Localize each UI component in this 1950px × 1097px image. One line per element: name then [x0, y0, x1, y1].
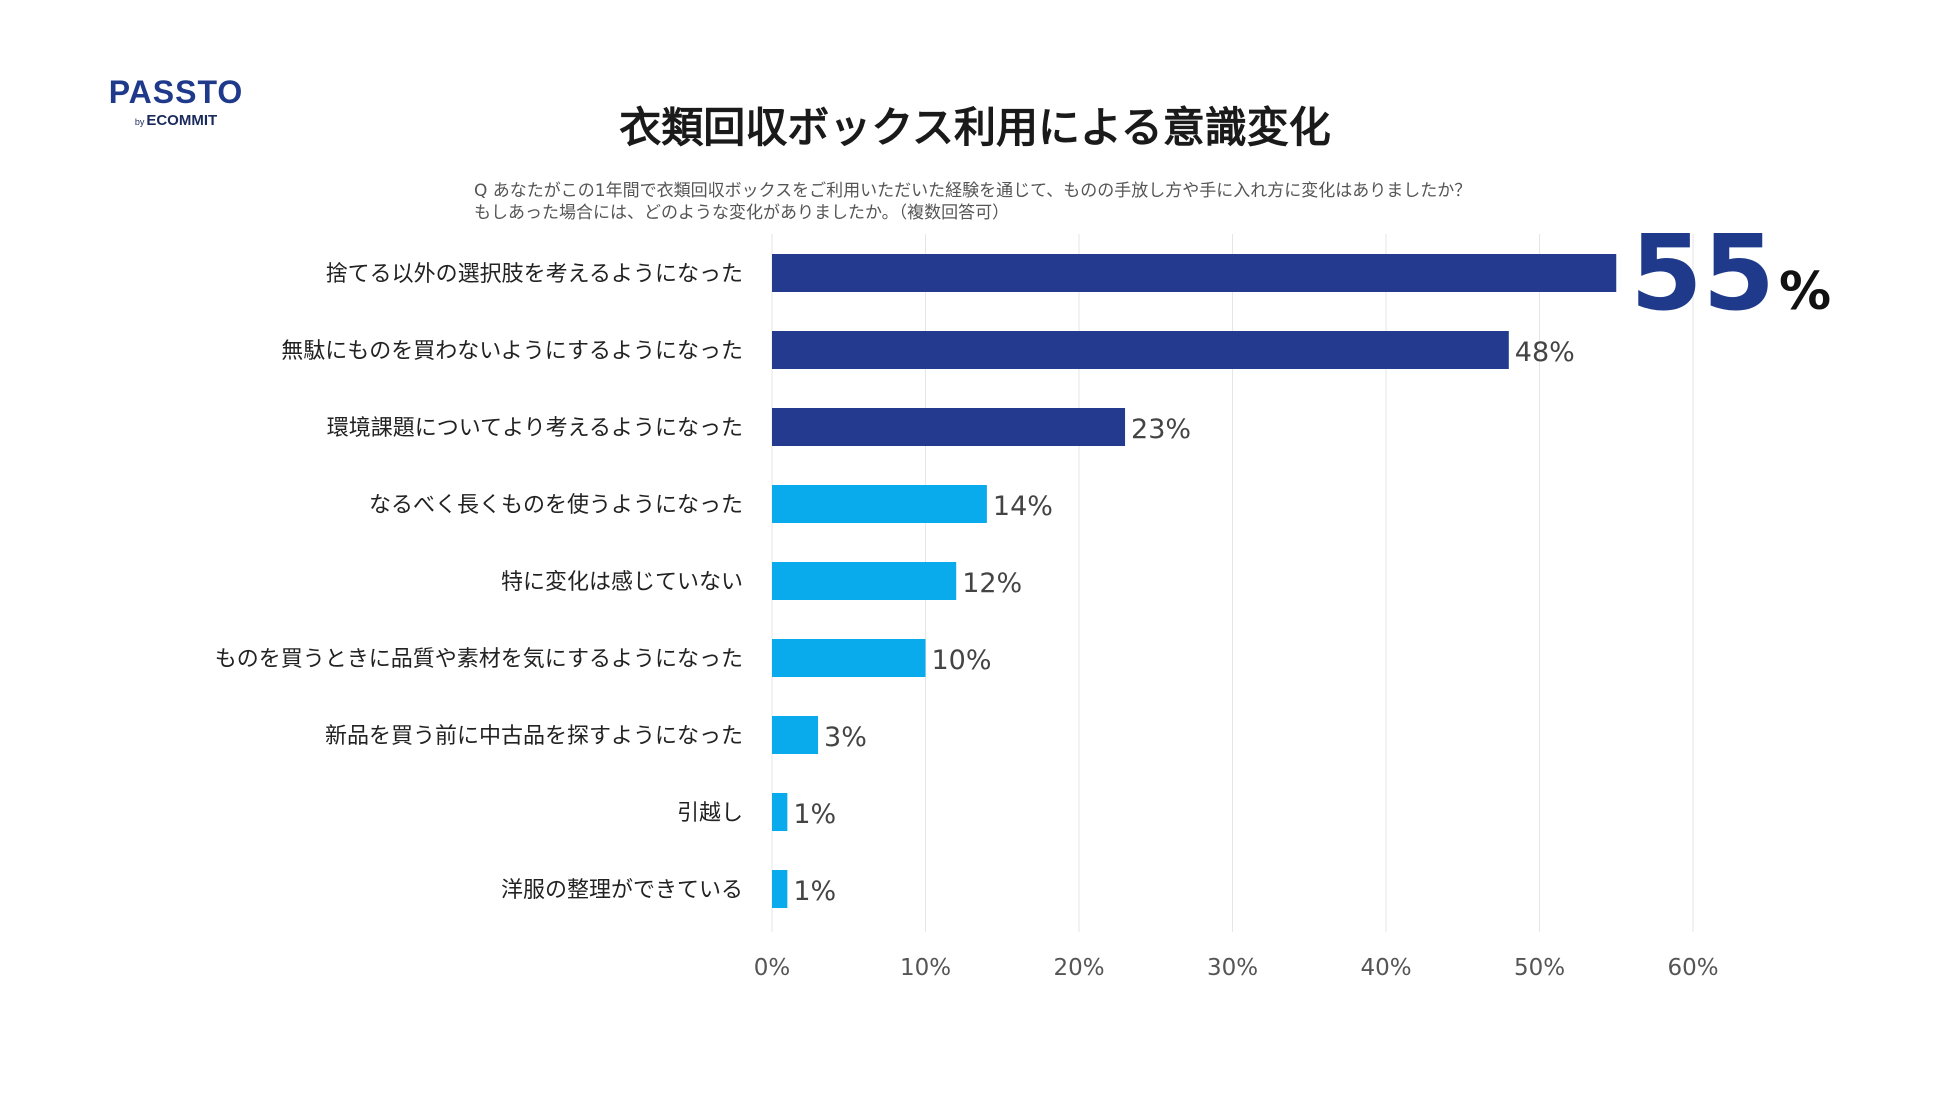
bar — [772, 331, 1509, 369]
bar — [772, 408, 1126, 446]
bar — [772, 716, 819, 754]
question-line-2: もしあった場合には、どのような変化がありましたか。（複数回答可） — [474, 203, 1010, 223]
bar — [772, 639, 926, 677]
value-label: 23% — [1131, 414, 1191, 445]
value-label: 1% — [793, 799, 836, 830]
category-label: 洋服の整理ができている — [501, 878, 743, 903]
category-label: 環境課題についてより考えるようになった — [327, 416, 743, 441]
bar — [772, 562, 957, 600]
category-label: ものを買うときに品質や素材を気にするようになった — [215, 647, 743, 672]
bar — [772, 485, 987, 523]
value-label: 14% — [993, 491, 1053, 522]
category-label: 捨てる以外の選択肢を考えるようになった — [326, 262, 743, 287]
value-label: 3% — [824, 722, 867, 753]
highlight-value-label: 55 — [1630, 212, 1775, 334]
x-tick-label: 40% — [1360, 955, 1411, 981]
bar — [772, 870, 788, 908]
x-tick-label: 10% — [900, 955, 951, 981]
logo-name: PASSTO — [108, 74, 244, 110]
category-label: なるべく長くものを使うようになった — [369, 493, 743, 518]
logo-company-line: by ECOMMIT — [106, 112, 246, 131]
x-tick-label: 50% — [1514, 955, 1565, 981]
category-label: 引越し — [677, 801, 743, 826]
logo-company: ECOMMIT — [146, 112, 218, 129]
page-title: 衣類回収ボックス利用による意識変化 — [619, 103, 1331, 152]
value-label: 12% — [962, 568, 1022, 599]
logo-by: by — [134, 117, 145, 127]
passto-logo: PASSTO by ECOMMIT — [106, 74, 246, 131]
value-label: 1% — [793, 876, 836, 907]
value-label: 48% — [1515, 337, 1575, 368]
bar — [772, 254, 1617, 292]
bar — [772, 793, 788, 831]
x-tick-label: 20% — [1053, 955, 1104, 981]
category-label: 新品を買う前に中古品を探すようになった — [325, 724, 743, 749]
x-tick-label: 60% — [1667, 955, 1718, 981]
category-label: 無駄にものを買わないようにするようになった — [281, 339, 743, 364]
x-tick-label: 30% — [1207, 955, 1258, 981]
value-label: 10% — [932, 645, 992, 676]
highlight-percent-sign: % — [1779, 262, 1831, 322]
category-label: 特に変化は感じていない — [501, 570, 743, 595]
x-tick-label: 0% — [754, 955, 791, 981]
question-line-1: Q あなたがこの1年間で衣類回収ボックスをご利用いただいた経験を通じて、ものの手… — [474, 181, 1472, 201]
survey-question: Q あなたがこの1年間で衣類回収ボックスをご利用いただいた経験を通じて、ものの手… — [474, 180, 1714, 224]
